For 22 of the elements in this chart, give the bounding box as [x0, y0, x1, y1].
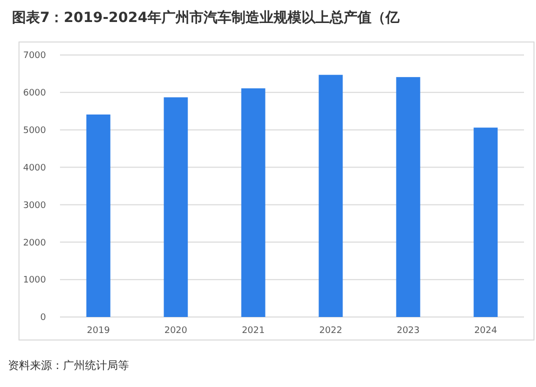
- y-tick-label: 0: [40, 313, 46, 324]
- x-tick-label: 2021: [242, 326, 265, 336]
- chart-title: 图表7：2019-2024年广州市汽车制造业规模以上总产值（亿: [12, 9, 400, 26]
- x-tick-label: 2023: [396, 326, 420, 336]
- y-tick-label: 1000: [23, 276, 46, 286]
- x-tick-label: 2024: [474, 326, 498, 336]
- y-tick-label: 6000: [23, 88, 46, 99]
- bar: [318, 74, 343, 317]
- bar: [474, 128, 498, 317]
- bar: [86, 114, 110, 317]
- x-tick-label: 2020: [164, 326, 188, 336]
- bar: [396, 77, 420, 317]
- y-tick-label: 4000: [23, 163, 46, 174]
- y-tick-label: 2000: [23, 238, 46, 248]
- bar: [241, 88, 266, 317]
- text: 资料来源：广州统计局等: [8, 359, 129, 372]
- y-tick-label: 5000: [23, 126, 46, 136]
- bar: [164, 97, 188, 317]
- y-tick-label: 7000: [23, 51, 46, 62]
- x-tick-label: 2019: [86, 326, 110, 336]
- y-tick-label: 3000: [23, 200, 46, 211]
- x-tick-label: 2022: [319, 326, 342, 336]
